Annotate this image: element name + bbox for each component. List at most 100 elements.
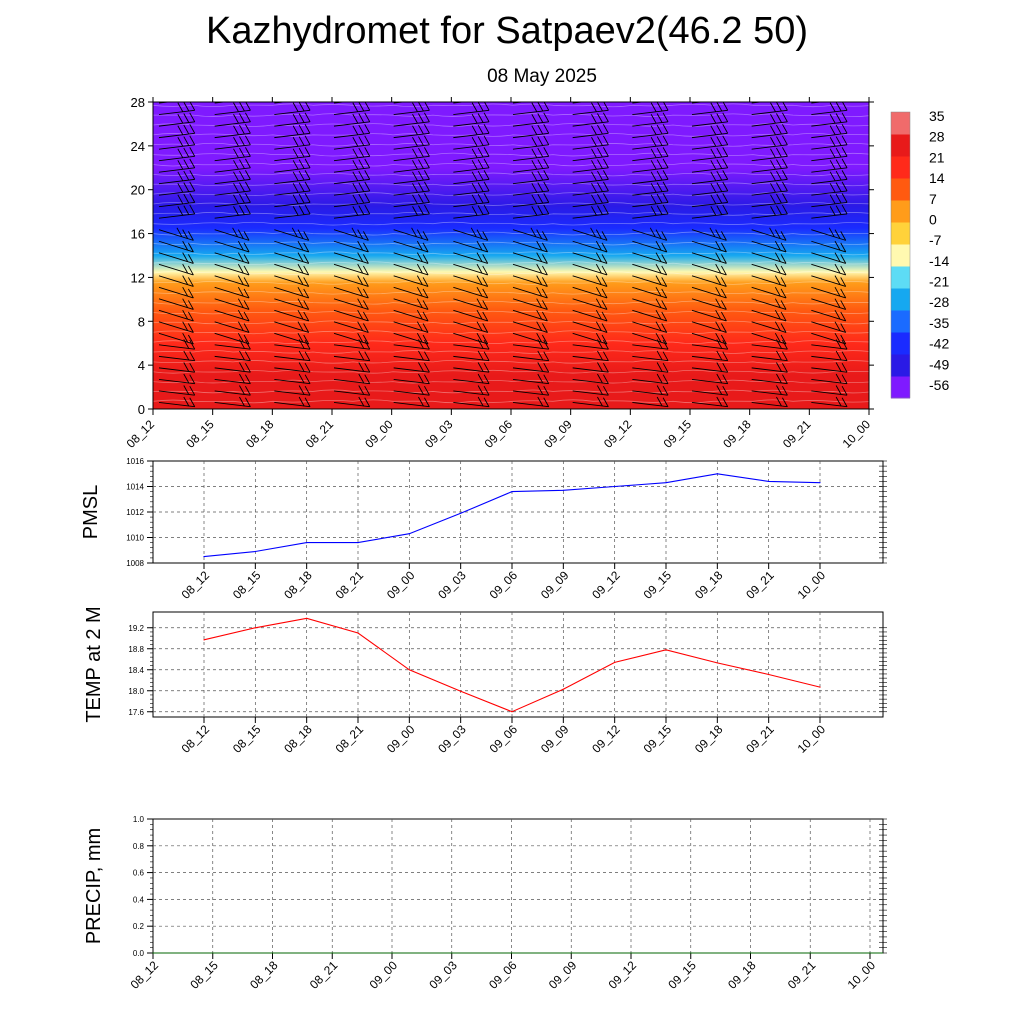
wind-barb-flag xyxy=(482,254,489,264)
wind-barb-flag xyxy=(601,323,608,333)
wind-barb-shaft xyxy=(632,344,669,350)
wind-barb-flag xyxy=(365,90,370,99)
wind-barb-flag xyxy=(656,182,663,192)
wind-barb-flag xyxy=(834,286,841,297)
wind-barb-flag xyxy=(362,300,369,310)
wind-barb-flag xyxy=(477,205,484,215)
wind-barb-flag xyxy=(182,240,189,251)
wind-barb-flag xyxy=(720,300,727,310)
wind-barb-flag xyxy=(603,181,609,192)
wind-barb-flag xyxy=(412,137,418,147)
wind-barb-flag xyxy=(189,204,196,215)
wind-barb-flag xyxy=(597,385,603,395)
wind-barb-flag xyxy=(835,396,842,407)
wind-barb-flag xyxy=(782,362,788,373)
contour-line xyxy=(153,261,869,266)
wind-barb-flag xyxy=(723,90,728,99)
wind-barb-shaft xyxy=(691,367,728,373)
wind-barb-flag xyxy=(303,231,310,241)
wind-barb-flag xyxy=(412,91,417,100)
wind-barb-flag xyxy=(358,102,365,112)
wind-barb-flag xyxy=(424,386,430,396)
wind-barb-shaft xyxy=(274,367,311,373)
wind-barb-flag xyxy=(782,158,788,169)
wind-barb-flag xyxy=(183,102,190,112)
wind-barb-flag xyxy=(835,102,842,112)
wind-barb-flag xyxy=(710,206,717,216)
wind-barb-flag xyxy=(183,350,190,361)
contour-line xyxy=(153,192,869,196)
wind-barb-flag xyxy=(720,231,727,241)
wind-barb-flag xyxy=(716,124,723,135)
wind-barb-flag xyxy=(770,114,776,124)
wind-barb-flag xyxy=(189,362,196,373)
wind-barb-flag xyxy=(595,240,602,251)
wind-barb-flag xyxy=(722,170,729,180)
series-point xyxy=(562,489,564,491)
wind-barb-flag xyxy=(304,112,311,123)
wind-barb-flag xyxy=(470,227,477,238)
wind-barb-shaft xyxy=(572,132,609,139)
wind-barb-flag xyxy=(233,206,239,216)
wind-barb-flag xyxy=(543,102,550,111)
wind-barb-flag xyxy=(776,159,782,169)
wind-barb-flag xyxy=(245,147,251,157)
wind-barb-flag xyxy=(536,229,543,239)
colorbar-label: 7 xyxy=(929,191,937,207)
wind-barb-flag xyxy=(364,158,371,169)
wind-barb-flag xyxy=(189,112,196,123)
wind-barb-flag xyxy=(841,193,848,203)
wind-barb-flag xyxy=(358,193,365,204)
series-point xyxy=(357,542,359,544)
wind-barb-shaft xyxy=(811,190,848,196)
xtick-label: 08_12 xyxy=(179,568,213,602)
wind-barb-shaft xyxy=(632,132,669,139)
xtick-label: 09_00 xyxy=(384,568,418,602)
series-point xyxy=(665,649,667,651)
wind-barb-flag xyxy=(656,136,663,146)
wind-barb-flag xyxy=(595,275,602,285)
ytick-label: 1012 xyxy=(126,508,144,517)
wind-barb-flag xyxy=(902,398,907,407)
heatmap-xtick-label: 09_15 xyxy=(661,417,695,451)
wind-barb-flag xyxy=(304,170,311,180)
wind-barb-flag xyxy=(835,136,842,146)
wind-barb-flag xyxy=(298,362,305,372)
series-point xyxy=(254,550,256,553)
wind-barb-flag xyxy=(358,350,365,361)
wind-barb-flag xyxy=(304,147,311,157)
wind-barb-flag xyxy=(656,373,663,384)
wind-barb-flag xyxy=(776,385,782,395)
contour-line xyxy=(153,113,869,118)
wind-barb-flag xyxy=(353,91,358,100)
wind-barb-flag xyxy=(890,91,895,100)
wind-barb-flag xyxy=(601,265,608,276)
wind-barb-flag xyxy=(187,254,194,264)
wind-barb-flag xyxy=(182,263,189,274)
wind-barb-flag xyxy=(177,148,184,159)
wind-barb-flag xyxy=(776,182,782,192)
wind-barb-flag xyxy=(661,323,668,333)
wind-barb-flag xyxy=(304,339,311,350)
wind-barb-flag xyxy=(722,362,729,373)
wind-barb-flag xyxy=(177,125,184,135)
wind-barb-flag xyxy=(297,275,304,285)
wind-barb-flag xyxy=(782,351,788,361)
wind-barb-flag xyxy=(709,227,716,238)
wind-barb-flag xyxy=(531,183,538,193)
wind-barb-shaft xyxy=(751,190,788,196)
wind-barb-flag xyxy=(536,263,543,274)
wind-barb-flag xyxy=(358,113,365,123)
wind-barb-flag xyxy=(476,252,483,262)
wind-barb-flag xyxy=(362,265,369,276)
wind-barb-flag xyxy=(297,252,304,262)
wind-barb-shaft xyxy=(274,132,311,139)
wind-barb-flag xyxy=(841,386,848,396)
wind-barb-flag xyxy=(357,332,364,343)
wind-barb-flag xyxy=(292,102,299,112)
wind-barb-flag xyxy=(304,124,311,134)
xtick-label: 09_06 xyxy=(486,958,520,992)
wind-barb-flag xyxy=(233,102,239,112)
wind-barb-flag xyxy=(601,254,608,264)
wind-barb-flag xyxy=(412,171,418,182)
